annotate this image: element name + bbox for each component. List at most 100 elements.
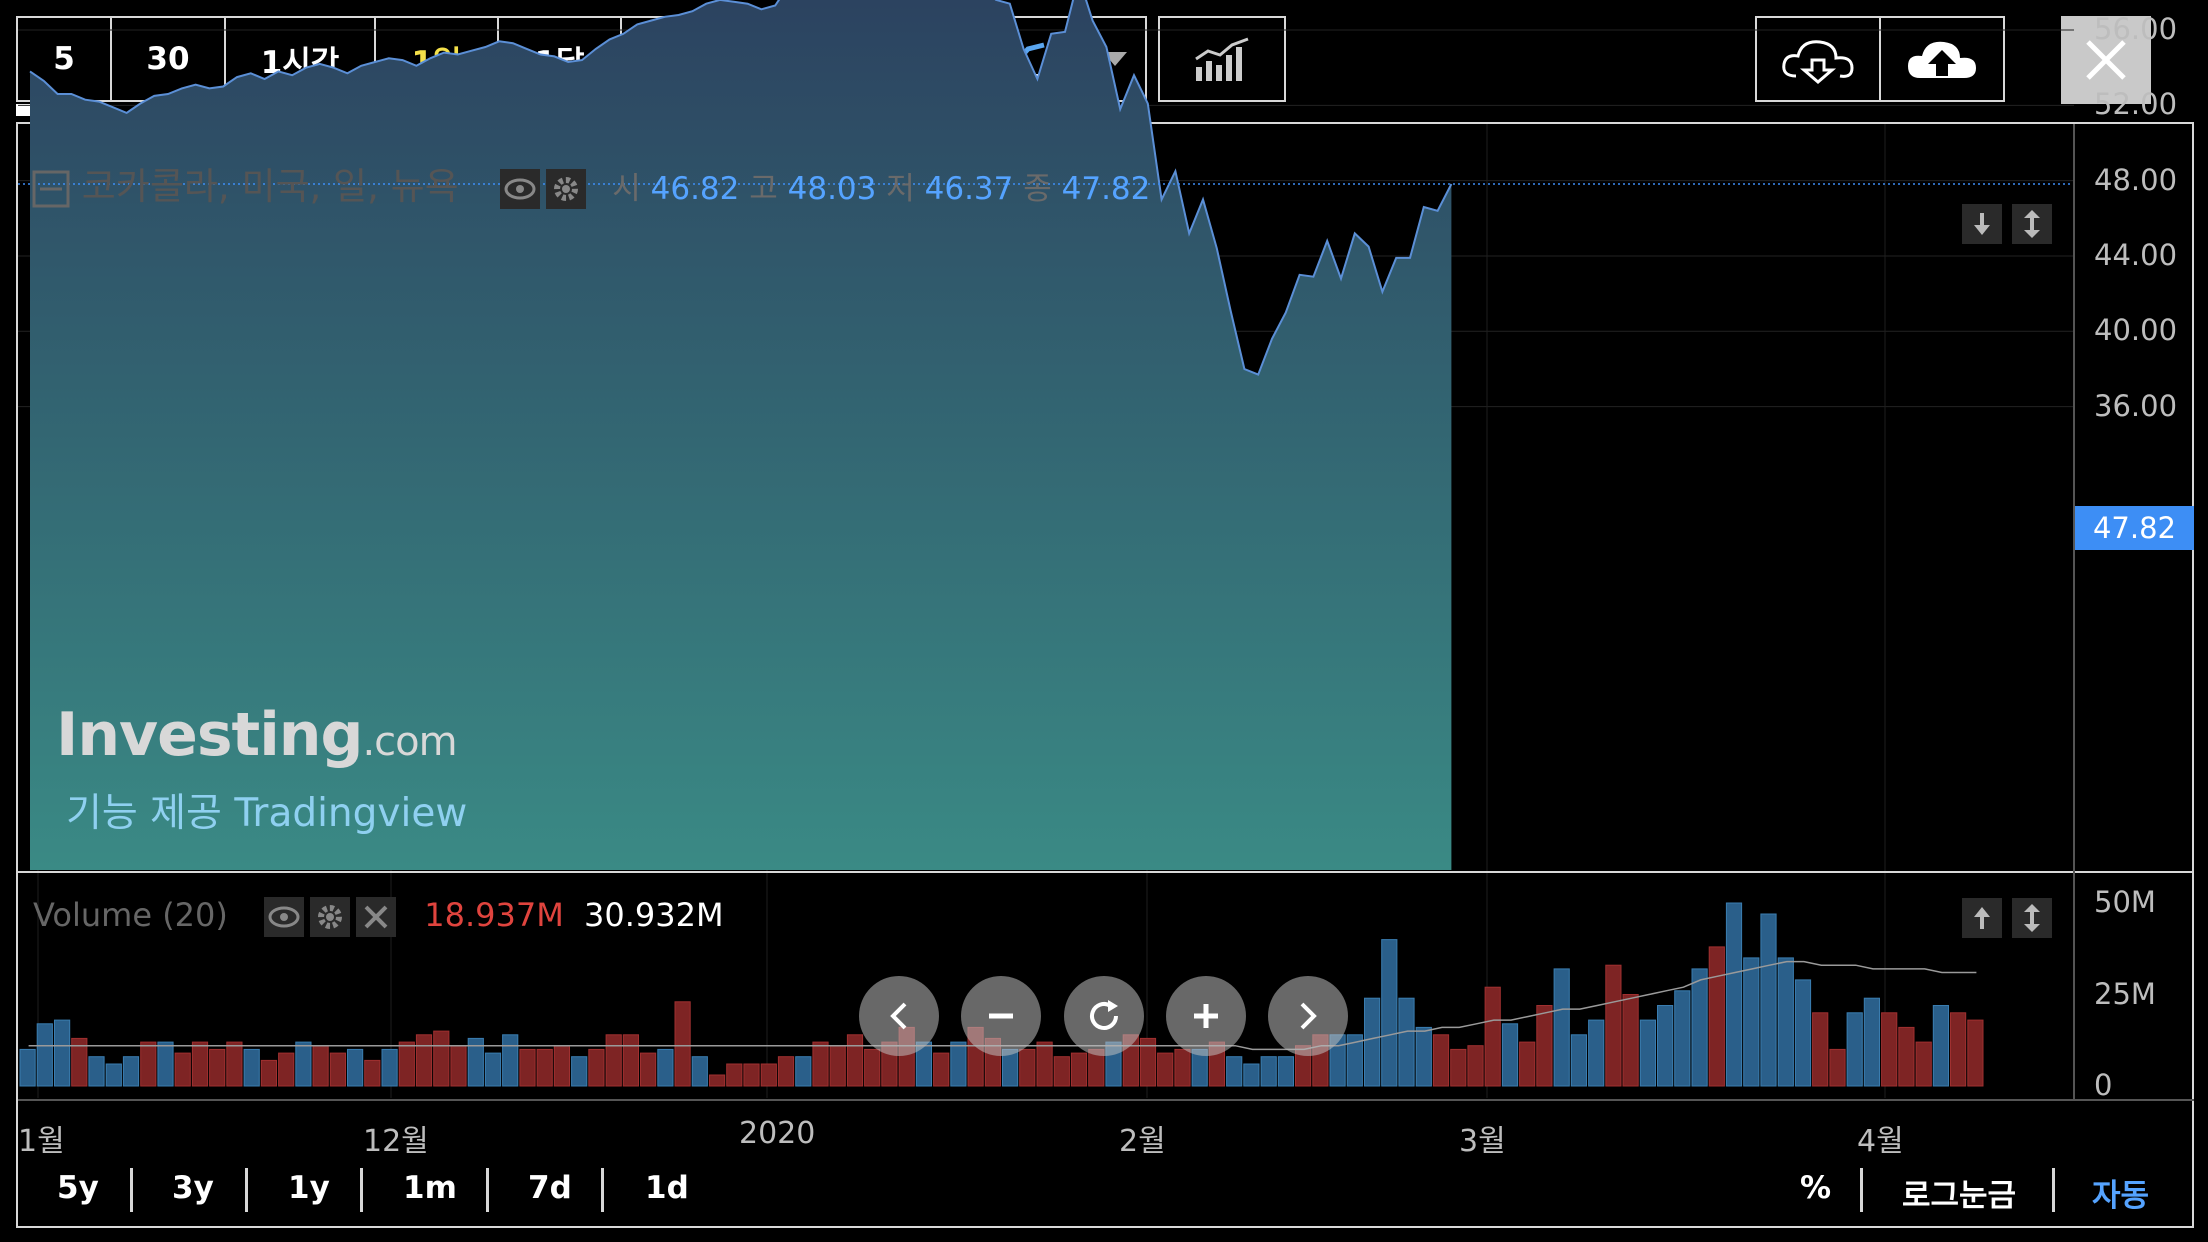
volume-bar	[1553, 968, 1570, 1087]
volume-bar	[1536, 1005, 1553, 1087]
log-scale-button[interactable]: 로그눈금	[1902, 1178, 2017, 1214]
cloud-upload-button[interactable]	[1881, 18, 2003, 100]
volume-bar	[174, 1052, 191, 1087]
settings-toggle[interactable]	[546, 168, 587, 209]
volume-bar	[1139, 1037, 1157, 1087]
volume-visibility-toggle[interactable]	[264, 897, 305, 937]
scale-separator	[2052, 1168, 2055, 1212]
range-1m-button[interactable]: 1m	[403, 1170, 457, 1206]
eye-icon	[268, 906, 300, 928]
arrows-vertical-icon	[2024, 904, 2040, 932]
range-separator	[245, 1168, 248, 1212]
price-axis-label: 56.00	[2094, 12, 2178, 47]
volume-remove-toggle[interactable]	[356, 897, 397, 937]
volume-bar	[1070, 1052, 1088, 1087]
gear-icon	[318, 905, 343, 929]
volume-bar	[743, 1063, 760, 1087]
range-5y-button[interactable]: 5y	[57, 1170, 99, 1206]
zoom-in-button[interactable]	[1166, 976, 1246, 1056]
volume-bar	[140, 1041, 157, 1087]
volume-bar	[674, 1001, 691, 1087]
volume-bar	[71, 1037, 88, 1087]
volume-bar	[450, 1045, 467, 1087]
volume-bar	[1501, 1023, 1519, 1087]
volume-bar	[1794, 979, 1812, 1087]
volume-bar	[657, 1048, 674, 1087]
scroll-down-button[interactable]	[1962, 204, 2002, 244]
indicators-toolbar	[1158, 16, 1286, 102]
volume-bar	[1605, 964, 1622, 1087]
price-axis-label: 44.00	[2094, 237, 2178, 272]
volume-bar	[1243, 1063, 1260, 1087]
volume-bar	[1950, 1012, 1967, 1087]
volume-bar	[502, 1034, 519, 1087]
volume-bar	[467, 1037, 484, 1087]
volume-bar	[191, 1041, 209, 1087]
tradingview-credit: 기능 제공 Tradingview	[66, 791, 468, 836]
volume-bar	[1484, 986, 1501, 1087]
volume-scroll-up-button[interactable]	[1962, 898, 2002, 938]
ohlc-values: 시 46.82 고 48.03 저 46.37 종 47.82	[612, 171, 1150, 207]
visibility-toggle[interactable]	[500, 168, 541, 209]
volume-bar	[1036, 1041, 1053, 1087]
range-7d-button[interactable]: 7d	[528, 1170, 572, 1206]
auto-scale-button[interactable]: 자동	[2092, 1178, 2150, 1214]
price-axis-label: 52.00	[2094, 87, 2178, 122]
range-separator	[486, 1168, 489, 1212]
volume-bar	[1260, 1056, 1277, 1087]
close-button[interactable]	[2061, 16, 2151, 104]
arrows-vertical-icon	[2024, 210, 2040, 238]
volume-resize-button[interactable]	[2012, 898, 2052, 938]
volume-bar	[105, 1063, 122, 1087]
reset-view-button[interactable]	[1064, 976, 1144, 1056]
open-value: 46.82	[650, 171, 740, 207]
scale-resize-button[interactable]	[2012, 204, 2052, 244]
volume-settings-toggle[interactable]	[310, 897, 351, 937]
volume-bar	[1570, 1034, 1588, 1087]
volume-bar	[278, 1052, 295, 1087]
scroll-left-button[interactable]	[859, 976, 939, 1056]
volume-bar	[226, 1041, 243, 1087]
scale-separator	[1860, 1168, 1863, 1212]
indicators-button[interactable]	[1160, 18, 1284, 100]
range-separator	[601, 1168, 604, 1212]
range-3y-button[interactable]: 3y	[172, 1170, 214, 1206]
volume-bar	[622, 1034, 639, 1087]
price-axis-label: 40.00	[2094, 313, 2178, 348]
collapse-icon[interactable]	[32, 170, 70, 208]
range-1y-button[interactable]: 1y	[288, 1170, 330, 1206]
percent-scale-button[interactable]: %	[1800, 1170, 1832, 1206]
volume-bar	[1467, 1045, 1484, 1087]
interval-30min-button[interactable]: 30	[112, 18, 226, 100]
volume-bar	[312, 1045, 329, 1087]
chevron-right-icon	[1300, 1002, 1317, 1030]
volume-axis-label: 25M	[2094, 976, 2156, 1011]
volume-value: 18.937M	[424, 896, 564, 934]
scroll-right-button[interactable]	[1268, 976, 1348, 1056]
volume-bar	[1881, 1012, 1898, 1087]
volume-bar	[777, 1056, 795, 1087]
volume-bar	[1967, 1019, 1984, 1087]
range-1d-button[interactable]: 1d	[645, 1170, 689, 1206]
last-price-tag: 47.82	[2075, 506, 2194, 550]
volume-bar	[1932, 1005, 1950, 1087]
price-axis-label: 48.00	[2094, 162, 2178, 197]
volume-bar	[1691, 968, 1708, 1087]
price-line	[29, 0, 1453, 376]
volume-bar	[347, 1048, 364, 1087]
volume-bar	[1743, 957, 1760, 1087]
price-area	[30, 0, 1452, 870]
interval-5min-button[interactable]: 5	[18, 18, 112, 100]
volume-bar	[950, 1041, 967, 1087]
symbol-title: 코카콜라, 미국, 일, 뉴욕	[81, 165, 459, 208]
volume-bar	[1053, 1056, 1070, 1087]
volume-axis-label: 0	[2094, 1068, 2113, 1102]
volume-bar	[157, 1041, 174, 1087]
volume-bar	[1157, 1052, 1174, 1087]
zoom-out-button[interactable]	[961, 976, 1041, 1056]
volume-bar	[381, 1048, 398, 1087]
volume-bar	[1846, 1012, 1863, 1087]
volume-bar	[1863, 997, 1881, 1087]
cloud-download-button[interactable]	[1757, 18, 1881, 100]
